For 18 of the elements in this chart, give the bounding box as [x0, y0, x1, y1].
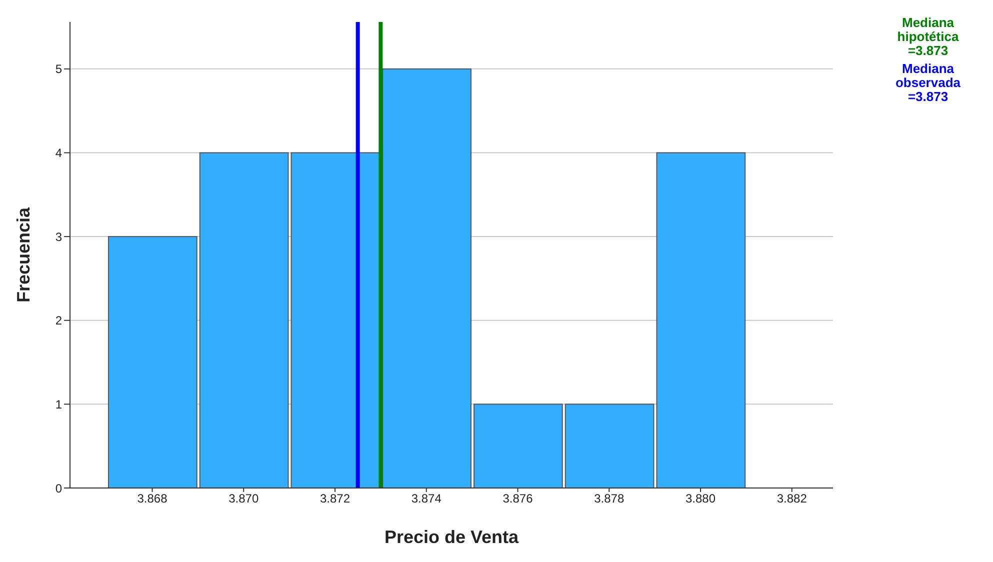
x-tick-label: 3.870 [228, 492, 259, 506]
y-tick-label: 0 [55, 481, 62, 496]
x-tick-label: 3.874 [411, 492, 442, 506]
x-tick-label: 3.880 [685, 492, 716, 506]
ref-line-label: Mediana hipotética =3.873 [896, 15, 960, 58]
x-tick-label: 3.882 [776, 492, 808, 506]
y-tick-label: 1 [55, 397, 62, 412]
y-tick-label: 5 [55, 62, 62, 76]
y-axis-title: Frecuencia [13, 206, 34, 303]
y-tick-label: 4 [55, 146, 62, 160]
y-tick-label: 2 [55, 314, 62, 328]
x-axis-title: Precio de Venta [384, 527, 520, 547]
y-tick-label: 3 [55, 230, 62, 244]
x-tick-label: 3.878 [594, 492, 624, 506]
x-tick-label: 3.876 [502, 492, 534, 506]
x-tick-label: 3.868 [137, 492, 168, 506]
x-tick-label: 3.872 [320, 492, 350, 506]
ref-line-label: Mediana observada =3.873 [894, 61, 962, 104]
